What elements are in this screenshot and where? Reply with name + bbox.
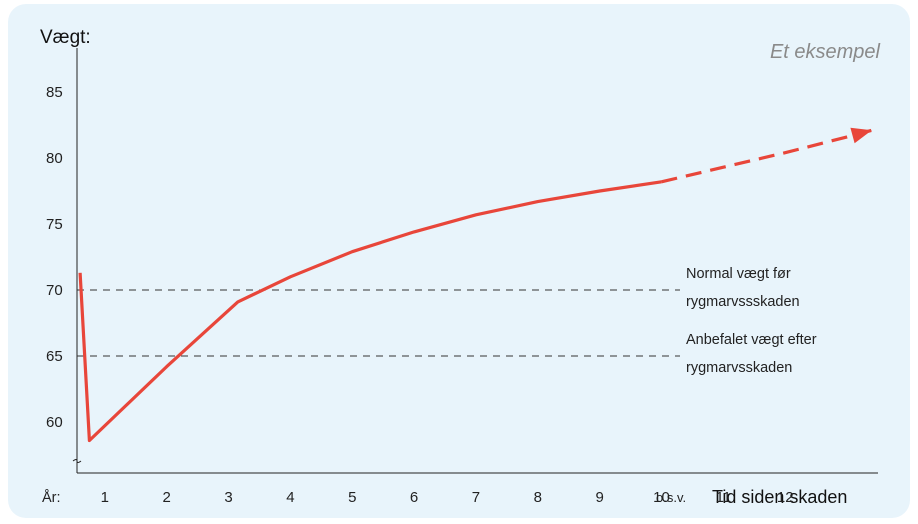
reference-label: Anbefalet vægt efter bbox=[686, 332, 817, 348]
x-tick-label: 7 bbox=[472, 489, 480, 506]
x-tick-label: 6 bbox=[410, 489, 418, 506]
x-tick-label: 10 bbox=[653, 489, 670, 506]
weight-line bbox=[78, 180, 662, 443]
x-tick-label: 12 bbox=[777, 489, 794, 506]
x-axis-label: Tid siden skaden bbox=[712, 487, 847, 507]
x-axis-suffix: o.s.v. bbox=[656, 490, 686, 505]
axis-break bbox=[72, 459, 82, 463]
reference-label: rygmarvsskaden bbox=[686, 360, 792, 376]
x-tick-label: 8 bbox=[534, 489, 542, 506]
x-tick-label: 3 bbox=[224, 489, 232, 506]
y-tick-label: 75 bbox=[46, 216, 63, 233]
x-tick-label: 1 bbox=[101, 489, 109, 506]
arrow-head bbox=[850, 127, 872, 144]
chart-card bbox=[8, 4, 910, 518]
x-axis-prefix: År: bbox=[42, 489, 61, 506]
y-tick-label: 60 bbox=[46, 414, 63, 431]
x-tick-label: 2 bbox=[163, 489, 171, 506]
x-tick-label: 4 bbox=[286, 489, 294, 506]
y-tick-label: 65 bbox=[46, 348, 63, 365]
example-note: Et eksempel bbox=[770, 41, 881, 63]
reference-label: rygmarvssskaden bbox=[686, 294, 800, 310]
y-tick-label: 80 bbox=[46, 150, 63, 167]
y-tick-label: 85 bbox=[46, 84, 63, 101]
x-tick-label: 5 bbox=[348, 489, 356, 506]
x-tick-label: 11 bbox=[716, 489, 732, 506]
projected-weight-line bbox=[661, 128, 873, 184]
y-tick-label: 70 bbox=[46, 282, 63, 299]
x-tick-label: 9 bbox=[595, 489, 603, 506]
y-axis-label: Vægt: bbox=[40, 27, 91, 48]
reference-label: Normal vægt før bbox=[686, 266, 791, 282]
